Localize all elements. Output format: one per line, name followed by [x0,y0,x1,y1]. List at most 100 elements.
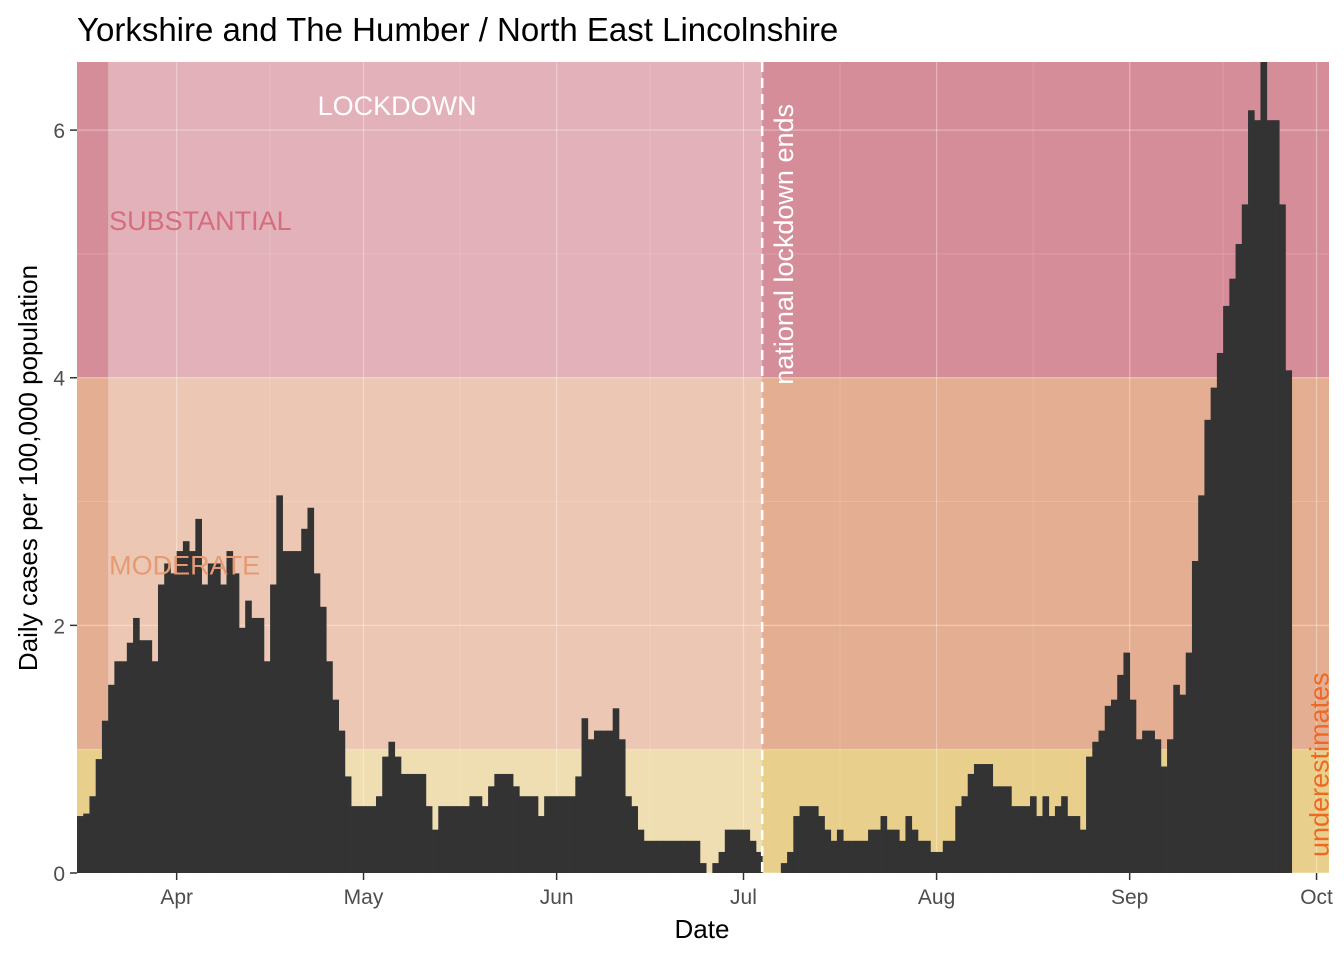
bar [432,829,439,873]
bar [176,551,184,873]
bar [687,840,695,873]
bar [718,851,726,873]
bar [1104,705,1112,873]
bar [139,640,146,873]
bar [1266,120,1274,873]
bar [1117,674,1124,873]
bar [731,829,738,873]
band-label: SUBSTANTIAL [109,206,292,236]
bar [587,739,595,873]
bar [924,840,931,873]
bar [1017,806,1025,873]
bar [973,764,981,873]
bar [656,840,663,873]
bar [83,813,90,873]
bar [724,829,732,873]
bar [537,816,545,873]
bar [270,584,277,873]
bar [77,816,84,873]
bar [1048,816,1056,873]
bar [955,806,962,873]
bar [1248,110,1255,873]
y-axis: 0 2 4 6 [53,120,77,886]
bar [1285,370,1293,873]
bar [755,851,763,873]
bar [400,773,408,873]
x-tick-label: Sep [1111,886,1148,909]
annotations: SUBSTANTIAL MODERATE LOCKDOWN national lock… [109,62,1334,873]
bar [1272,120,1280,873]
bar [606,730,614,873]
bar [332,699,340,873]
bar [494,773,501,873]
lockdown-end-label: national lockdown ends [769,104,799,385]
bar [1235,244,1243,873]
bar [668,840,676,873]
bar [500,773,508,873]
bar [276,495,283,873]
bar [207,563,215,873]
bar [992,786,1000,873]
x-tick-label: May [344,886,384,909]
bar [917,840,925,873]
bar [1148,730,1155,873]
bar [182,541,190,873]
bar [375,796,383,873]
bar [836,829,844,873]
bar [569,796,576,873]
bars [77,62,1293,874]
x-tick-label: Aug [918,886,955,909]
x-tick-label: Oct [1300,886,1333,909]
bar [980,764,987,873]
bar [749,840,757,873]
bar [506,773,514,873]
bar [1036,816,1043,873]
bar [257,617,265,873]
bar [936,851,944,873]
bar [643,840,651,873]
bar [344,776,352,873]
bar [662,840,670,873]
bar [674,840,682,873]
bar [481,806,489,873]
bar [892,829,900,873]
bar [1011,806,1018,873]
bar [238,627,246,873]
bar [830,840,838,873]
bar [886,829,894,873]
bar [1185,652,1193,873]
bar [1254,120,1261,873]
x-tick-label: Jul [730,886,757,909]
bar [456,806,464,873]
bar [1054,806,1062,873]
bar [612,708,620,873]
bar [295,551,302,873]
bar [1042,796,1050,873]
bar [1129,699,1137,873]
bar [120,661,128,873]
bar [157,584,165,873]
bar [394,756,402,873]
bar [849,840,857,873]
bar [905,816,913,873]
bar [513,786,520,873]
band-label: MODERATE [109,551,260,581]
bar [1198,495,1205,873]
bar [1279,204,1286,874]
bar [413,773,420,873]
bar [1092,741,1099,873]
bar [170,573,178,873]
bar [319,606,327,873]
bar [650,840,657,873]
bar [1223,305,1230,874]
bar [699,863,707,873]
bar [581,718,589,873]
bar [874,829,881,873]
bar [301,528,308,873]
bar [868,829,875,873]
underestimates-label: underestimates [1304,672,1334,857]
bar [1135,739,1143,873]
bar [1030,796,1037,873]
bar [1173,684,1180,873]
